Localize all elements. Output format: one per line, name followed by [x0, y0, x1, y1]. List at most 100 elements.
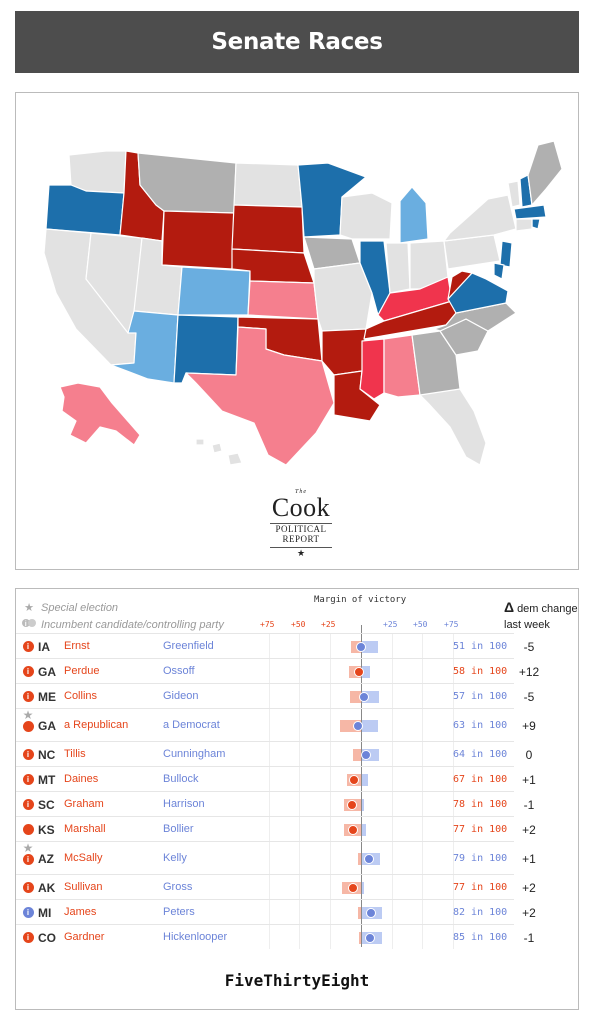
- race-status: i: [21, 931, 35, 943]
- margin-gridline: [392, 817, 393, 841]
- margin-gridline: [422, 817, 423, 841]
- democratic-candidate: Cunningham: [163, 747, 226, 760]
- race-row-ga: i GA Perdue Ossoff 58 in 100 +12: [16, 658, 539, 683]
- page-title: Senate Races: [15, 11, 579, 73]
- tick-rep-75: +75: [260, 620, 275, 629]
- margin-gridline: [269, 659, 270, 683]
- margin-gridline: [269, 684, 270, 708]
- dem-change: +2: [522, 905, 536, 920]
- democratic-candidate: Gross: [163, 880, 193, 893]
- dem-margin-range: [362, 798, 364, 811]
- state-code: KS: [38, 822, 55, 837]
- rep-margin-range: [353, 748, 361, 761]
- margin-gridline: [422, 767, 423, 791]
- margin-gridline: [422, 925, 423, 949]
- delta-header-line2: last week: [504, 619, 550, 631]
- logo-star-icon: ★: [296, 548, 306, 558]
- state-al: [383, 334, 421, 398]
- win-odds: 78 in 100: [453, 798, 508, 810]
- margin-gridline: [299, 925, 300, 949]
- win-odds: 63 in 100: [453, 719, 508, 731]
- republican-candidate: Daines: [64, 772, 99, 785]
- margin-gridline: [330, 792, 331, 816]
- state-or: [45, 184, 125, 236]
- republican-candidate: Graham: [64, 797, 104, 810]
- rep-incumbent-icon: i: [22, 640, 34, 652]
- race-status: ★ i: [21, 842, 35, 865]
- race-row-ks: KS Marshall Bollier 77 in 100 +2: [16, 816, 536, 841]
- margin-gridline: [422, 634, 423, 658]
- win-odds: 67 in 100: [453, 773, 508, 785]
- rep-margin-range: [358, 906, 361, 919]
- state-ak: [59, 382, 141, 446]
- margin-gridline: [330, 767, 331, 791]
- margin-gridline: [453, 842, 454, 874]
- margin-gridline: [422, 900, 423, 924]
- race-row-mi: i MI James Peters 82 in 100 +2: [16, 899, 536, 924]
- rep-incumbent-icon: i: [22, 798, 34, 810]
- democratic-candidate: Bollier: [163, 822, 194, 835]
- democratic-candidate: Bullock: [163, 772, 199, 785]
- republican-candidate: Marshall: [64, 822, 106, 835]
- race-row-me: i ME Collins Gideon 57 in 100 -5: [16, 683, 534, 708]
- state-fl: [419, 388, 487, 466]
- rep-incumbent-icon: [22, 823, 34, 835]
- tick-rep-50: +50: [291, 620, 306, 629]
- state-nm: [173, 314, 239, 384]
- margin-gridline: [299, 817, 300, 841]
- margin-gridline: [330, 709, 331, 741]
- dem-margin-range: [362, 719, 378, 732]
- margin-gridline: [269, 742, 270, 766]
- win-odds: 51 in 100: [453, 640, 508, 652]
- state-nd: [233, 162, 303, 208]
- margin-gridline: [299, 875, 300, 899]
- state-ar: [321, 328, 367, 376]
- democratic-candidate: Greenfield: [163, 639, 214, 652]
- state-mi: [399, 186, 429, 244]
- rep-margin-range: [358, 852, 361, 865]
- margin-gridline: [299, 742, 300, 766]
- tick-dem-25: +25: [383, 620, 398, 629]
- state-nj: [499, 240, 513, 268]
- margin-gridline: [453, 742, 454, 766]
- democratic-candidate: a Democrat: [163, 718, 220, 731]
- democratic-candidate: Harrison: [163, 797, 205, 810]
- projected-margin-marker: [366, 907, 376, 918]
- state-code: AZ: [38, 851, 54, 866]
- race-row-az-special: ★ i AZ McSally Kelly 79 in 100 +1: [16, 841, 536, 874]
- margin-gridline: [453, 709, 454, 741]
- margin-gridline: [422, 684, 423, 708]
- state-code: MT: [38, 772, 56, 787]
- state-ms: [359, 338, 385, 400]
- margin-gridline: [453, 659, 454, 683]
- tick-rep-25: +25: [321, 620, 336, 629]
- margin-gridline: [392, 742, 393, 766]
- margin-gridline: [330, 817, 331, 841]
- state-ri: [531, 218, 541, 230]
- dem-margin-range: [362, 823, 366, 836]
- margin-gridline: [299, 792, 300, 816]
- senate-forecast-panel: ★ Special election i Incumbent candidate…: [15, 588, 579, 1010]
- projected-margin-marker: [347, 799, 357, 810]
- margin-gridline: [392, 925, 393, 949]
- win-odds: 64 in 100: [453, 748, 508, 760]
- state-co: [177, 266, 251, 316]
- dem-change: +2: [522, 880, 536, 895]
- margin-gridline: [299, 709, 300, 741]
- dem-margin-range: [362, 773, 368, 786]
- rep-incumbent-icon: i: [22, 690, 34, 702]
- zero-margin-line: [361, 625, 362, 947]
- state-wi: [339, 192, 393, 240]
- margin-gridline: [269, 709, 270, 741]
- cook-political-report-logo: The Cook POLITICAL REPORT ★: [256, 489, 346, 558]
- margin-gridline: [299, 842, 300, 874]
- projected-margin-marker: [354, 666, 364, 677]
- race-row-sc: i SC Graham Harrison 78 in 100 -1: [16, 791, 534, 816]
- state-vt: [507, 180, 521, 208]
- dem-change: +12: [518, 664, 540, 679]
- margin-gridline: [392, 875, 393, 899]
- margin-gridline: [299, 634, 300, 658]
- race-status: i: [21, 665, 35, 677]
- state-wv: [447, 270, 473, 300]
